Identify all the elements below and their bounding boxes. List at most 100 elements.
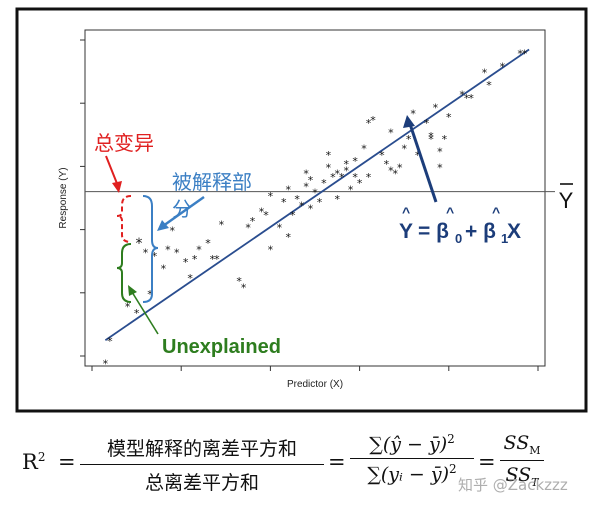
r-squared-formula: R2 = 模型解释的离差平方和 总离差平方和 = ∑(ŷ − ȳ)2 ∑(yᵢ … — [22, 428, 594, 508]
total-arrow — [105, 155, 122, 193]
scatter-point: * — [107, 335, 113, 348]
scatter-point: * — [321, 177, 327, 190]
unexplained-arrow — [128, 285, 159, 335]
mean-line-label: Y — [559, 188, 574, 213]
scatter-point: * — [312, 187, 318, 200]
svg-text:^: ^ — [446, 204, 454, 220]
scatter-point: * — [214, 253, 220, 266]
scatter-point: * — [103, 357, 109, 370]
scatter-point: * — [285, 184, 291, 197]
scatter-point: * — [401, 142, 407, 155]
scatter-points: *** ************ *************************… — [103, 48, 528, 371]
regression-equation: Y ^ = β 0 ^ + β 1 ^ X — [399, 204, 521, 246]
scatter-point: * — [406, 133, 412, 146]
scatter-point: * — [241, 281, 247, 294]
equation-arrow — [403, 115, 438, 203]
total-variation-label: 总变异 — [94, 131, 154, 155]
scatter-point: * — [152, 250, 158, 263]
scatter-point: * — [277, 221, 283, 234]
scatter-point: * — [161, 263, 167, 276]
regression-line — [104, 48, 530, 341]
svg-text:+ β: + β — [465, 220, 496, 243]
scatter-point: * — [210, 253, 216, 266]
scatter-point: * — [317, 196, 323, 209]
svg-text:0: 0 — [455, 231, 462, 246]
scatter-point: * — [357, 177, 363, 190]
scatter-point: * — [379, 149, 385, 162]
unexplained-bracket — [116, 243, 132, 303]
scatter-point: * — [415, 149, 421, 162]
scatter-point: * — [522, 48, 528, 61]
scatter-point: * — [437, 161, 443, 174]
formula-equals-2: = — [328, 450, 346, 474]
watermark: 知乎 @Zackzzz — [458, 476, 568, 494]
formula-lhs: R2 — [22, 450, 46, 474]
scatter-point: * — [366, 171, 372, 184]
scatter-point: * — [299, 199, 305, 212]
scatter-point: * — [308, 174, 314, 187]
scatter-point: * — [352, 171, 358, 184]
scatter-point: * — [170, 225, 176, 238]
scatter-point: * — [348, 184, 354, 197]
unexplained-label: Unexplained — [162, 336, 281, 358]
scatter-point: * — [343, 165, 349, 178]
scatter-point: * — [268, 244, 274, 257]
scatter-point: * — [517, 48, 523, 61]
scatter-point: * — [464, 92, 470, 105]
svg-text:1: 1 — [501, 231, 508, 246]
scatter-point: * — [486, 79, 492, 92]
scatter-point: * — [192, 253, 198, 266]
scatter-point: * — [250, 215, 256, 228]
scatter-point: * — [482, 67, 488, 80]
svg-text:Y: Y — [399, 220, 413, 243]
scatter-point: * — [388, 127, 394, 140]
scatter-point: * — [259, 206, 265, 219]
scatter-point: * — [370, 114, 376, 127]
explained-label-line2: 分 — [172, 197, 192, 221]
scatter-point: * — [335, 168, 341, 181]
scatter-point: * — [468, 92, 474, 105]
scatter-point: * — [388, 165, 394, 178]
scatter-point: * — [343, 158, 349, 171]
scatter-point: * — [143, 247, 149, 260]
scatter-point: * — [384, 158, 390, 171]
scatter-point: * — [147, 288, 153, 301]
scatter-point: * — [245, 221, 251, 234]
plot-area — [84, 29, 546, 367]
formula-fraction-sums: ∑(ŷ − ȳ)2 ∑(yᵢ − ȳ)2 — [350, 432, 474, 486]
scatter-point: * — [428, 130, 434, 143]
scatter-point: * — [397, 161, 403, 174]
explained-label-line1: 被解释部 — [172, 170, 252, 194]
scatter-point: * — [290, 209, 296, 222]
scatter-point: * — [196, 244, 202, 257]
scatter-point: * — [268, 190, 274, 203]
explained-arrow — [157, 195, 205, 231]
scatter-point: * — [335, 193, 341, 206]
scatter-point: * — [361, 142, 367, 155]
svg-text:= β: = β — [418, 220, 449, 243]
scatter-point: * — [303, 168, 309, 181]
formula-equals-3: = — [478, 450, 496, 474]
y-axis-label: Response (Y) — [58, 167, 69, 228]
scatter-point: * — [285, 231, 291, 244]
scatter-point: * — [303, 180, 309, 193]
scatter-point: * — [428, 133, 434, 146]
formula-fraction-words: 模型解释的离差平方和 总离差平方和 — [80, 434, 324, 495]
scatter-point: * — [308, 202, 314, 215]
scatter-point: * — [326, 149, 332, 162]
scatter-point: * — [410, 108, 416, 121]
scatter-point: * — [433, 101, 439, 114]
highlight-point: * — [136, 236, 143, 252]
scatter-point: * — [134, 307, 140, 320]
scatter-point: * — [424, 117, 430, 130]
axis-ticks — [80, 39, 539, 371]
scatter-point: * — [442, 133, 448, 146]
scatter-point: * — [459, 89, 465, 102]
scatter-point: * — [294, 193, 300, 206]
scatter-point: * — [263, 209, 269, 222]
scatter-point: * — [205, 237, 211, 250]
formula-fraction-ss: SSM SST — [500, 432, 544, 489]
scatter-point: * — [326, 161, 332, 174]
scatter-point: * — [174, 247, 180, 260]
formula-equals-1: = — [58, 450, 76, 474]
